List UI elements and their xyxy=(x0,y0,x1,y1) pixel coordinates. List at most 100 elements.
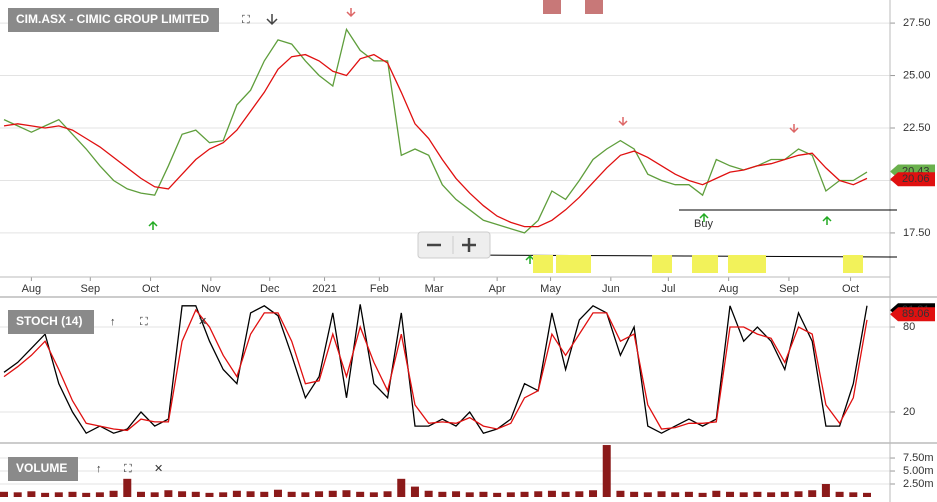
bar xyxy=(178,491,187,497)
bar xyxy=(68,491,77,497)
bar xyxy=(767,492,776,497)
signals xyxy=(148,8,832,264)
move-up[interactable]: ↑ xyxy=(96,463,102,475)
bar xyxy=(739,492,748,497)
bar xyxy=(191,491,200,497)
x-tick-label: Aug xyxy=(719,283,739,295)
bar xyxy=(794,491,803,497)
value-tag xyxy=(890,172,935,187)
bar xyxy=(808,490,817,497)
y-tick-label: 7.50m xyxy=(903,452,934,464)
x-tick-label: Apr xyxy=(489,283,506,295)
expand-icon[interactable]: ⛶ xyxy=(242,14,250,26)
bar xyxy=(41,492,50,497)
bar xyxy=(356,491,365,497)
bar xyxy=(657,491,666,497)
bar xyxy=(561,491,570,497)
bar xyxy=(547,490,556,497)
series-line xyxy=(3,308,868,432)
bar xyxy=(780,491,789,497)
bar xyxy=(726,491,735,497)
y-tick-label: 5.00m xyxy=(903,465,934,477)
bar xyxy=(520,491,529,497)
close[interactable]: ✕ xyxy=(154,463,163,475)
zoom-in[interactable] xyxy=(462,238,476,252)
value-tag-label: 89.06 xyxy=(902,308,930,320)
y-tick-label: 17.50 xyxy=(903,227,931,239)
bar xyxy=(342,490,351,497)
bar xyxy=(821,484,830,497)
panel-title: CIM.ASX - CIMIC GROUP LIMITED xyxy=(16,12,209,26)
panel-title-box xyxy=(8,457,78,481)
x-tick-label: Sep xyxy=(81,283,101,295)
bar xyxy=(493,492,502,497)
panel-title-box xyxy=(8,310,94,334)
bar xyxy=(328,490,337,497)
bar xyxy=(205,492,214,497)
bar xyxy=(479,491,488,497)
close[interactable]: ✕ xyxy=(198,316,207,328)
bar xyxy=(27,491,36,497)
bar xyxy=(465,492,474,497)
x-tick-label: Jun xyxy=(602,283,620,295)
bar xyxy=(575,491,584,497)
bar xyxy=(232,490,241,497)
x-tick-label: Aug xyxy=(22,283,42,295)
x-tick-label: Oct xyxy=(842,283,859,295)
panel-title: VOLUME xyxy=(16,461,67,475)
event-flag[interactable] xyxy=(585,0,603,14)
bar xyxy=(753,491,762,497)
x-tick-label: Mar xyxy=(425,283,444,295)
bar xyxy=(602,445,611,497)
bar xyxy=(397,478,406,497)
expand-icon[interactable]: ⛶ xyxy=(124,463,132,475)
event-flag[interactable] xyxy=(543,0,561,14)
event-icons xyxy=(533,255,863,273)
x-tick-label: Sep xyxy=(779,283,799,295)
bar xyxy=(849,492,858,497)
bar xyxy=(123,478,132,497)
bar xyxy=(712,490,721,497)
bar xyxy=(287,491,296,497)
bar xyxy=(164,490,173,497)
bar xyxy=(315,491,324,497)
y-tick-label: 20 xyxy=(903,406,915,418)
panel-title-box xyxy=(8,8,219,32)
value-tag xyxy=(890,307,935,322)
bar xyxy=(671,492,680,497)
bar xyxy=(260,491,269,497)
bar xyxy=(246,491,255,497)
bar xyxy=(506,492,515,497)
bar xyxy=(0,491,8,497)
bar xyxy=(616,490,625,497)
bar xyxy=(835,491,844,497)
bar xyxy=(410,486,419,497)
x-tick-label: Nov xyxy=(201,283,221,295)
y-tick-label: 2.50m xyxy=(903,478,934,490)
bar xyxy=(136,491,145,497)
bar xyxy=(150,492,159,497)
bar xyxy=(109,490,118,497)
bar xyxy=(424,490,433,497)
y-tick-label: 22.50 xyxy=(903,122,931,134)
bar xyxy=(273,489,282,497)
series-line xyxy=(3,53,868,228)
bar xyxy=(698,492,707,497)
bar xyxy=(589,490,598,497)
bar xyxy=(452,491,461,497)
bar xyxy=(82,492,91,497)
expand-icon[interactable]: ⛶ xyxy=(140,316,148,328)
y-tick-label: 27.50 xyxy=(903,17,931,29)
bar xyxy=(383,491,392,497)
value-tag-label: 20.06 xyxy=(902,173,930,185)
x-tick-label: May xyxy=(540,283,561,295)
annotation: Buy xyxy=(694,218,713,230)
zoom-control xyxy=(417,231,491,259)
move-up[interactable]: ↑ xyxy=(110,316,116,328)
bar xyxy=(438,491,447,497)
bar xyxy=(684,491,693,497)
series-line xyxy=(3,27,868,234)
x-tick-label: Oct xyxy=(142,283,159,295)
x-tick-label: Dec xyxy=(260,283,280,295)
